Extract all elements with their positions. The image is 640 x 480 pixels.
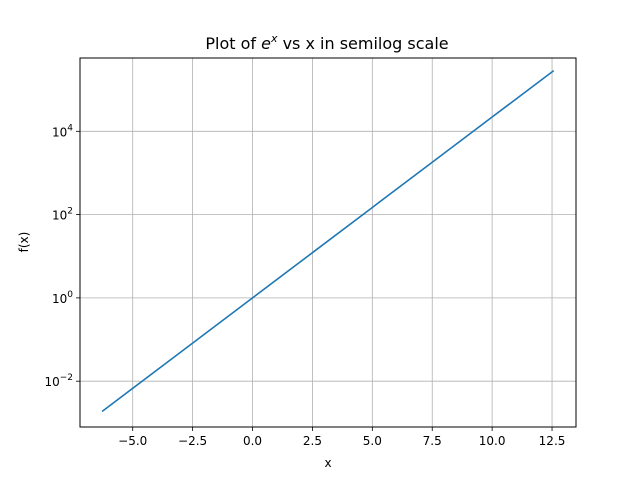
chart-title-exp: x bbox=[270, 32, 278, 45]
y-tick-label-base: 10 bbox=[52, 292, 67, 306]
x-tick-label: 0.0 bbox=[243, 434, 262, 448]
x-axis-label: x bbox=[324, 456, 331, 470]
chart-title-base: e bbox=[261, 34, 271, 53]
y-tick-label-base: 10 bbox=[52, 125, 67, 139]
x-tick-label: 12.5 bbox=[539, 434, 566, 448]
y-tick-label: 100 bbox=[52, 290, 73, 306]
x-tick-label: 5.0 bbox=[363, 434, 382, 448]
chart-title-suffix: vs x in semilog scale bbox=[277, 34, 448, 53]
x-tick-label: −5.0 bbox=[118, 434, 147, 448]
y-axis-label: f(x) bbox=[17, 232, 31, 253]
y-tick-label-exponent: −2 bbox=[60, 373, 73, 383]
y-tick-label: 10−2 bbox=[44, 373, 73, 389]
axes-frame bbox=[79, 57, 577, 428]
y-tick-label: 102 bbox=[52, 207, 73, 223]
y-tick-label-exponent: 2 bbox=[67, 207, 73, 217]
y-tick-label-exponent: 4 bbox=[67, 123, 73, 133]
y-tick-label-base: 10 bbox=[52, 209, 67, 223]
x-tick-label: 10.0 bbox=[479, 434, 506, 448]
series-line bbox=[101, 69, 555, 413]
x-tick-label: 7.5 bbox=[423, 434, 442, 448]
y-tick-label: 104 bbox=[52, 123, 73, 139]
tick-layer: −5.0 −2.5 0.0 2.5 5.0 7.5 10.0 12.510−210010210… bbox=[44, 123, 565, 448]
y-tick-label-exponent: 0 bbox=[67, 290, 73, 300]
x-tick-label: −2.5 bbox=[178, 434, 207, 448]
chart-title-prefix: Plot of bbox=[205, 34, 261, 53]
x-tick-label: 2.5 bbox=[303, 434, 322, 448]
series-layer bbox=[101, 69, 555, 413]
chart-title: Plot of ex vs x in semilog scale bbox=[205, 32, 448, 53]
y-tick-label-base: 10 bbox=[44, 375, 59, 389]
grid-lines bbox=[80, 58, 576, 427]
